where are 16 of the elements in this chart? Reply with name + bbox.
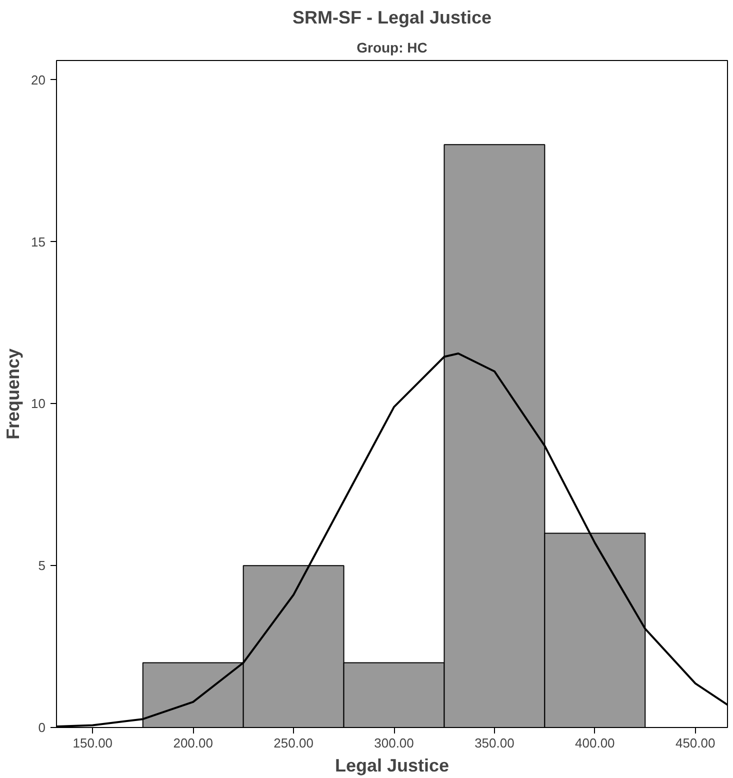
y-tick-label: 5: [38, 558, 46, 574]
y-tick-label: 0: [38, 720, 46, 735]
x-tick-label: 350.00: [474, 736, 514, 750]
x-tick-label: 300.00: [374, 736, 414, 750]
x-tick-label: 150.00: [72, 736, 113, 750]
x-tick-label: 400.00: [575, 736, 615, 750]
x-axis-title: Legal Justice: [334, 756, 450, 776]
y-tick-label: 10: [31, 396, 46, 412]
x-tick-label: 450.00: [675, 736, 716, 750]
y-tick-label: 15: [31, 234, 46, 250]
x-tick-label: 200.00: [173, 736, 213, 750]
y-axis-title: Frequency: [3, 348, 24, 440]
y-tick-label: 20: [31, 72, 46, 88]
x-tick-label: 250.00: [274, 736, 314, 750]
chart-subtitle: Group: HC: [356, 40, 428, 56]
chart-title: SRM-SF - Legal Justice: [292, 8, 492, 28]
